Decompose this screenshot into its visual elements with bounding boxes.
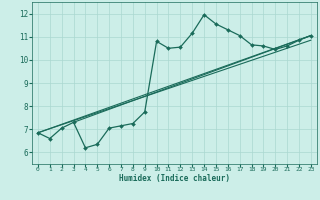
X-axis label: Humidex (Indice chaleur): Humidex (Indice chaleur): [119, 174, 230, 183]
